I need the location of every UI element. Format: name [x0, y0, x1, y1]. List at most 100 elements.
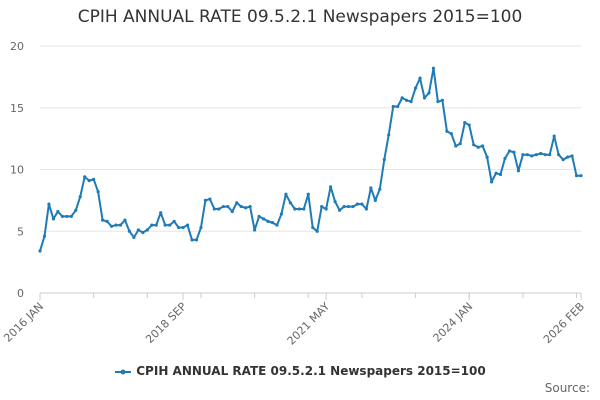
data-point[interactable]: [203, 198, 208, 202]
data-point[interactable]: [100, 218, 105, 222]
data-point[interactable]: [489, 180, 494, 184]
data-point[interactable]: [405, 98, 409, 102]
data-point[interactable]: [311, 225, 315, 230]
data-point[interactable]: [458, 141, 462, 146]
data-point[interactable]: [413, 86, 418, 90]
data-point[interactable]: [360, 202, 364, 206]
data-point[interactable]: [194, 238, 199, 242]
data-point[interactable]: [481, 144, 485, 148]
data-point[interactable]: [239, 204, 243, 209]
data-point[interactable]: [485, 155, 489, 159]
data-point[interactable]: [400, 96, 404, 100]
data-point[interactable]: [83, 175, 87, 179]
data-point[interactable]: [530, 154, 534, 158]
data-point[interactable]: [248, 204, 252, 209]
data-point[interactable]: [503, 156, 507, 160]
data-point[interactable]: [136, 228, 140, 232]
data-point[interactable]: [145, 228, 149, 232]
data-point[interactable]: [92, 177, 96, 181]
data-point[interactable]: [141, 230, 145, 235]
data-point[interactable]: [315, 229, 319, 233]
data-point[interactable]: [534, 153, 538, 157]
data-point[interactable]: [65, 214, 69, 219]
data-point[interactable]: [266, 219, 270, 223]
data-point[interactable]: [154, 223, 158, 227]
data-point[interactable]: [355, 202, 360, 206]
data-point[interactable]: [351, 204, 355, 209]
data-point[interactable]: [472, 143, 476, 147]
data-point[interactable]: [150, 223, 154, 227]
data-point[interactable]: [114, 223, 118, 227]
data-point[interactable]: [391, 104, 395, 109]
data-point[interactable]: [96, 190, 100, 194]
data-point[interactable]: [548, 153, 552, 157]
data-point[interactable]: [177, 225, 181, 230]
data-point[interactable]: [109, 224, 114, 228]
data-point[interactable]: [570, 154, 574, 158]
data-point[interactable]: [253, 228, 257, 232]
data-point[interactable]: [445, 129, 449, 133]
data-point[interactable]: [396, 104, 400, 109]
data-point[interactable]: [382, 158, 386, 162]
data-point[interactable]: [221, 204, 225, 209]
data-point[interactable]: [346, 204, 351, 209]
data-point[interactable]: [159, 211, 163, 215]
series-line[interactable]: [39, 67, 581, 252]
data-point[interactable]: [230, 209, 234, 214]
data-point[interactable]: [494, 171, 498, 175]
data-point[interactable]: [297, 207, 301, 211]
data-point[interactable]: [293, 207, 297, 211]
data-point[interactable]: [525, 153, 529, 157]
data-point[interactable]: [498, 172, 503, 177]
data-point[interactable]: [118, 223, 123, 227]
data-point[interactable]: [543, 153, 547, 157]
data-point[interactable]: [521, 153, 525, 157]
data-point[interactable]: [561, 158, 565, 162]
data-point[interactable]: [212, 207, 216, 211]
data-point[interactable]: [172, 219, 176, 223]
legend[interactable]: CPIH ANNUAL RATE 09.5.2.1 Newspapers 201…: [0, 364, 600, 378]
data-point[interactable]: [47, 202, 51, 206]
data-point[interactable]: [512, 150, 516, 154]
data-point[interactable]: [78, 195, 82, 199]
data-point[interactable]: [507, 149, 512, 153]
data-point[interactable]: [579, 174, 583, 178]
data-point[interactable]: [306, 192, 310, 196]
data-point[interactable]: [38, 249, 42, 253]
data-point[interactable]: [132, 235, 136, 240]
data-point[interactable]: [436, 99, 440, 104]
data-point[interactable]: [463, 120, 467, 125]
data-point[interactable]: [181, 225, 185, 230]
data-point[interactable]: [418, 76, 422, 80]
data-point[interactable]: [244, 206, 248, 210]
data-point[interactable]: [163, 223, 167, 227]
data-point[interactable]: [422, 96, 427, 100]
data-point[interactable]: [226, 204, 230, 209]
data-point[interactable]: [565, 155, 570, 159]
data-point[interactable]: [56, 209, 60, 214]
data-point[interactable]: [440, 98, 444, 102]
data-point[interactable]: [476, 145, 480, 149]
data-point[interactable]: [190, 238, 194, 242]
data-point[interactable]: [123, 218, 127, 222]
data-point[interactable]: [333, 200, 337, 204]
data-point[interactable]: [168, 223, 172, 227]
data-point[interactable]: [557, 153, 561, 157]
data-point[interactable]: [42, 234, 47, 238]
data-point[interactable]: [409, 99, 413, 104]
data-point[interactable]: [199, 225, 203, 230]
data-series[interactable]: [38, 66, 583, 253]
data-point[interactable]: [208, 197, 212, 201]
data-point[interactable]: [185, 223, 190, 227]
data-point[interactable]: [275, 223, 279, 227]
data-point[interactable]: [235, 201, 239, 205]
data-point[interactable]: [329, 185, 333, 189]
data-point[interactable]: [270, 221, 275, 225]
data-point[interactable]: [217, 207, 221, 211]
data-point[interactable]: [364, 207, 368, 211]
data-point[interactable]: [467, 123, 471, 127]
data-point[interactable]: [87, 179, 91, 183]
data-point[interactable]: [373, 198, 377, 202]
data-point[interactable]: [105, 219, 109, 223]
data-point[interactable]: [127, 229, 132, 233]
